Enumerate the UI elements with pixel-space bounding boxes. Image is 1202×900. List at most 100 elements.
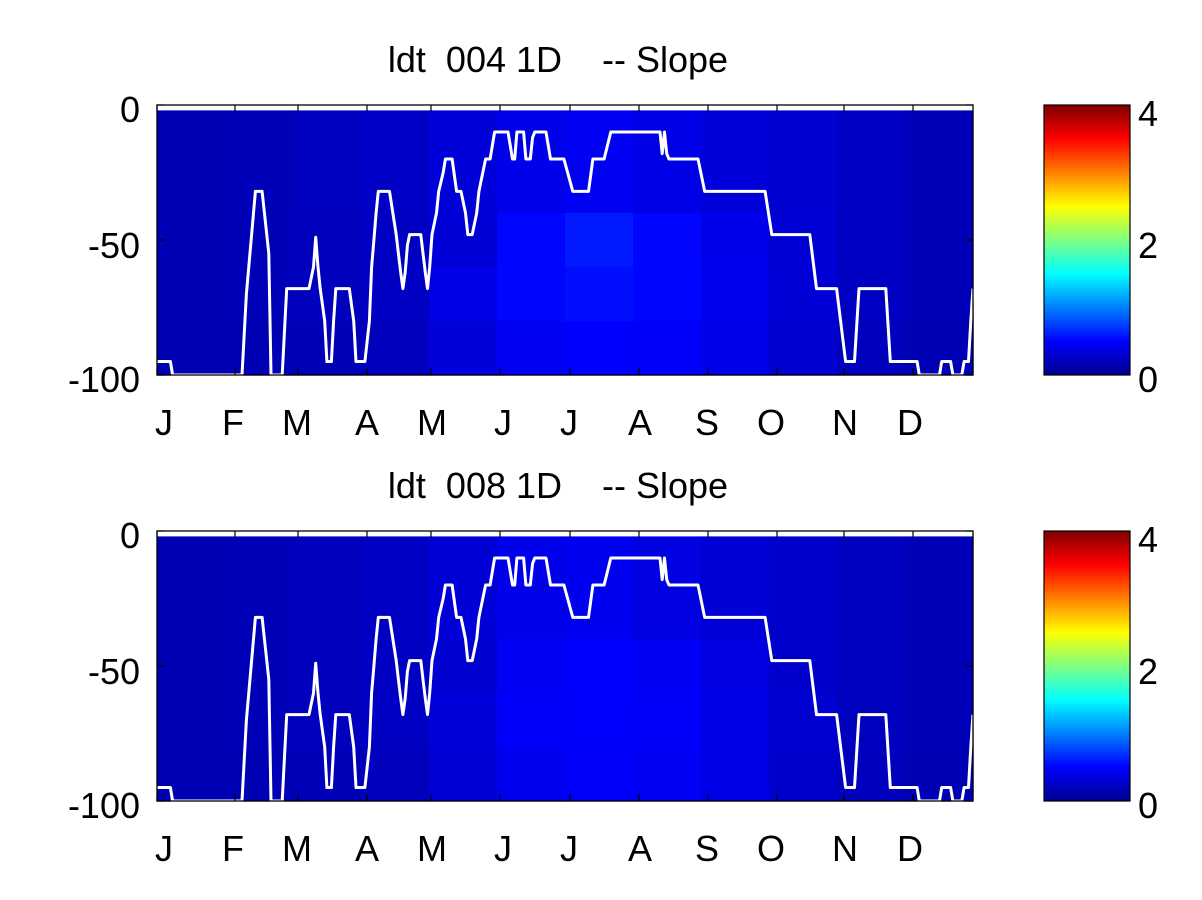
month-label-7: A	[628, 402, 652, 443]
heatmap-cell-band0-month3	[361, 110, 430, 214]
heatmap-cell-band3-month3	[361, 747, 430, 802]
panel-2-axes	[156, 530, 974, 802]
heatmap-cell-band3-month9	[769, 747, 838, 802]
heatmap-cell-band0-month11	[905, 110, 974, 214]
month-label-4: M	[417, 828, 447, 869]
heatmap-cell-band3-month4	[429, 747, 498, 802]
month-label-6: J	[560, 402, 578, 443]
heatmap-cell-band2-month9	[769, 693, 838, 748]
heatmap-cell-band2-month10	[837, 693, 906, 748]
series-line	[157, 130, 975, 377]
heatmap-cell-band2-month8	[701, 693, 770, 748]
heatmap-cell-band3-month10	[837, 747, 906, 802]
panel-2-colorbar-tick-4: 4	[1138, 519, 1158, 560]
month-label-9: O	[757, 402, 785, 443]
panel-1-ytick-minus50: -50	[88, 225, 140, 266]
panel-1-ytick-minus100: -100	[68, 359, 140, 400]
month-label-1: F	[222, 828, 244, 869]
heatmap-cell-band0-month10	[837, 110, 906, 214]
heatmap-cell-band2-month6	[565, 267, 634, 322]
panel-2-ytick-0: 0	[120, 515, 140, 556]
month-label-6: J	[560, 828, 578, 869]
heatmap-cell-band2-month0	[157, 693, 226, 748]
heatmap-cell-band1-month1	[225, 213, 294, 268]
heatmap-cell-band1-month11	[905, 639, 974, 694]
panel-2-colorbar-tick-2: 2	[1138, 651, 1158, 692]
panel-1-heatmap	[157, 110, 974, 376]
heatmap-cell-band3-month3	[361, 321, 430, 376]
heatmap-cell-band0-month5	[497, 536, 566, 640]
heatmap-cell-band0-month11	[905, 536, 974, 640]
month-label-9: O	[757, 828, 785, 869]
heatmap-cell-band1-month2	[293, 213, 362, 268]
heatmap-cell-band1-month10	[837, 639, 906, 694]
series-line	[157, 556, 975, 803]
heatmap-cell-band3-month8	[701, 747, 770, 802]
heatmap-cell-band0-month7	[633, 536, 702, 640]
heatmap-cell-band1-month7	[633, 213, 702, 268]
heatmap-cell-band0-month0	[157, 110, 226, 214]
panel-2-ytick-minus100: -100	[68, 785, 140, 826]
heatmap-cell-band2-month9	[769, 267, 838, 322]
month-label-7: A	[628, 828, 652, 869]
panel-2-line-layer	[157, 556, 975, 803]
heatmap-cell-band2-month4	[429, 267, 498, 322]
month-label-3: A	[355, 402, 379, 443]
month-label-5: J	[494, 828, 512, 869]
month-label-2: M	[282, 828, 312, 869]
heatmap-cell-band2-month7	[633, 267, 702, 322]
heatmap-cell-band0-month2	[293, 536, 362, 640]
heatmap-cell-band1-month6	[565, 213, 634, 268]
heatmap-cell-band0-month2	[293, 110, 362, 214]
heatmap-cell-band0-month1	[225, 110, 294, 214]
heatmap-cell-band0-month3	[361, 536, 430, 640]
heatmap-cell-band2-month11	[905, 267, 974, 322]
heatmap-cell-band2-month10	[837, 267, 906, 322]
month-label-3: A	[355, 828, 379, 869]
month-label-2: M	[282, 402, 312, 443]
heatmap-cell-band1-month6	[565, 639, 634, 694]
heatmap-cell-band2-month1	[225, 267, 294, 322]
heatmap-cell-band1-month10	[837, 213, 906, 268]
heatmap-cell-band1-month5	[497, 639, 566, 694]
heatmap-cell-band0-month9	[769, 536, 838, 640]
heatmap-cell-band3-month9	[769, 321, 838, 376]
heatmap-cell-band3-month8	[701, 321, 770, 376]
heatmap-cell-band2-month5	[497, 267, 566, 322]
heatmap-cell-band0-month8	[701, 110, 770, 214]
heatmap-cell-band2-month4	[429, 693, 498, 748]
heatmap-cell-band3-month0	[157, 321, 226, 376]
heatmap-cell-band0-month10	[837, 536, 906, 640]
month-label-11: D	[897, 828, 923, 869]
heatmap-cell-band1-month9	[769, 639, 838, 694]
month-label-5: J	[494, 402, 512, 443]
heatmap-cell-band2-month11	[905, 693, 974, 748]
heatmap-cell-band1-month4	[429, 639, 498, 694]
panel-1-title: ldt 004 1D -- Slope	[388, 39, 728, 80]
heatmap-cell-band1-month5	[497, 213, 566, 268]
panel-1-colorbar-tick-4: 4	[1138, 93, 1158, 134]
heatmap-cell-band3-month6	[565, 747, 634, 802]
panel-1-colorbar	[1043, 104, 1131, 376]
panel-2-heatmap	[157, 536, 974, 802]
heatmap-cell-band1-month1	[225, 639, 294, 694]
month-label-8: S	[695, 402, 719, 443]
heatmap-cell-band1-month8	[701, 213, 770, 268]
heatmap-cell-band1-month4	[429, 213, 498, 268]
panel-2-title: ldt 008 1D -- Slope	[388, 465, 728, 506]
heatmap-cell-band3-month7	[633, 747, 702, 802]
panel-1-ytick-0: 0	[120, 89, 140, 130]
heatmap-cell-band3-month5	[497, 747, 566, 802]
heatmap-cell-band0-month6	[565, 536, 634, 640]
heatmap-cell-band0-month6	[565, 110, 634, 214]
heatmap-cell-band3-month6	[565, 321, 634, 376]
month-label-4: M	[417, 402, 447, 443]
heatmap-cell-band1-month8	[701, 639, 770, 694]
panel-1-axes	[156, 104, 974, 376]
heatmap-cell-band2-month6	[565, 693, 634, 748]
panel-2-colorbar	[1043, 530, 1131, 802]
heatmap-cell-band1-month11	[905, 213, 974, 268]
